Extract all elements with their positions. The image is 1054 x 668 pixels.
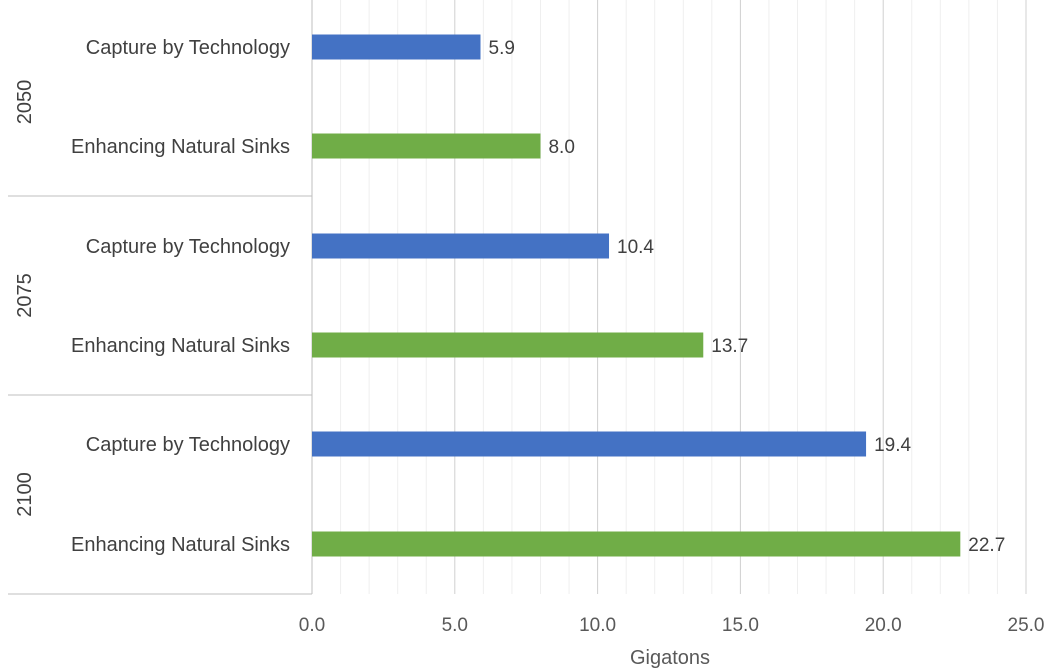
bar [312, 431, 867, 457]
data-label: 19.4 [874, 435, 911, 456]
x-tick-label: 20.0 [865, 615, 902, 636]
category-label: Capture by Technology [86, 236, 290, 258]
bar [312, 233, 610, 259]
gridlines [340, 0, 1027, 594]
data-label: 5.9 [489, 38, 515, 59]
bar [312, 531, 961, 557]
category-label: Enhancing Natural Sinks [71, 534, 290, 556]
data-label: 8.0 [548, 137, 574, 158]
x-tick-label: 15.0 [722, 615, 759, 636]
labels: 0.0 5.0 10.0 15.0 20.0 25.0 Capture by Technol… [14, 37, 1044, 636]
x-tick-label: 0.0 [299, 615, 325, 636]
x-tick-label: 5.0 [442, 615, 468, 636]
bar [312, 34, 481, 60]
data-label: 13.7 [711, 336, 748, 357]
group-label: 2100 [14, 472, 36, 517]
category-label: Enhancing Natural Sinks [71, 335, 290, 357]
bar [312, 133, 541, 159]
bars [312, 34, 961, 557]
category-label: Enhancing Natural Sinks [71, 136, 290, 158]
x-axis-title: Gigatons [630, 647, 710, 668]
category-label: Capture by Technology [86, 37, 290, 59]
x-tick-label: 25.0 [1008, 615, 1045, 636]
data-label: 10.4 [617, 237, 654, 258]
data-label: 22.7 [968, 535, 1005, 556]
category-label: Capture by Technology [86, 434, 290, 456]
bar [312, 332, 704, 358]
group-label: 2075 [14, 273, 36, 318]
group-label: 2050 [14, 80, 36, 125]
x-tick-label: 10.0 [579, 615, 616, 636]
group-dividers [8, 0, 313, 595]
